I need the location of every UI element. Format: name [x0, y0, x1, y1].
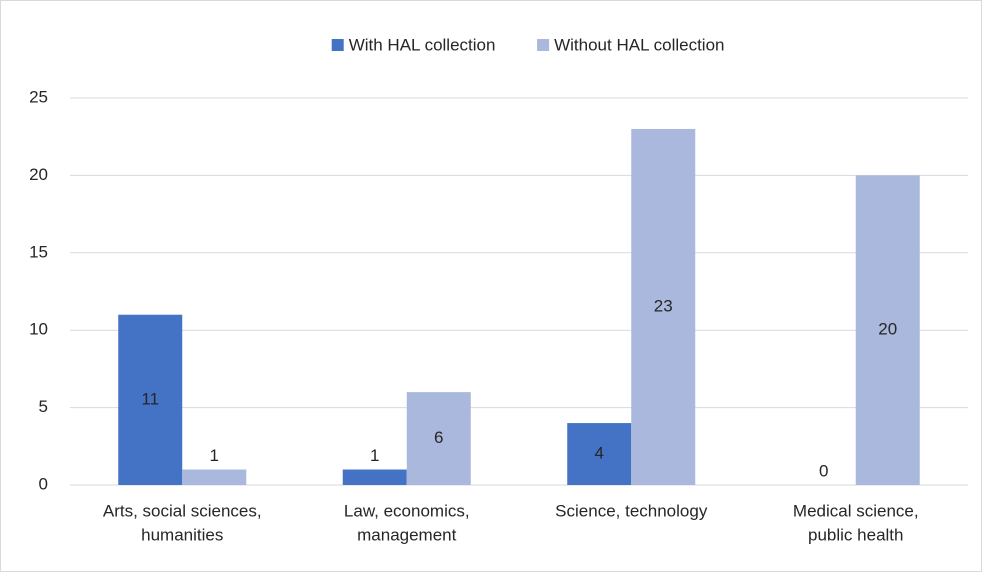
- x-tick-label: management: [357, 525, 457, 544]
- data-label: 0: [819, 461, 828, 480]
- data-label: 23: [654, 296, 673, 315]
- y-tick-label: 0: [39, 474, 48, 493]
- data-label: 1: [370, 446, 379, 465]
- x-tick-label: Law, economics,: [344, 501, 470, 520]
- x-tick-label: Arts, social sciences,: [103, 501, 262, 520]
- legend-swatch: [331, 39, 344, 51]
- x-tick-label: public health: [808, 525, 903, 544]
- y-tick-label: 20: [29, 165, 48, 184]
- data-label: 1: [210, 446, 219, 465]
- data-label: 6: [434, 428, 443, 447]
- bar: [631, 128, 696, 485]
- data-label: 4: [595, 444, 604, 463]
- legend-label: Without HAL collection: [554, 35, 724, 54]
- legend-label: With HAL collection: [349, 35, 496, 54]
- bar: [855, 175, 920, 485]
- bar: [182, 469, 247, 485]
- bar: [118, 314, 183, 485]
- y-tick-label: 15: [29, 242, 48, 261]
- data-label: 11: [141, 389, 159, 408]
- data-label: 20: [878, 320, 897, 339]
- x-tick-label: Science, technology: [555, 501, 708, 520]
- bar: [342, 469, 407, 485]
- bar: [567, 423, 632, 485]
- bar: [406, 392, 471, 485]
- y-tick-label: 5: [39, 397, 48, 416]
- x-tick-label: humanities: [141, 525, 223, 544]
- legend-swatch: [537, 39, 550, 51]
- y-tick-label: 10: [29, 320, 48, 339]
- y-tick-label: 25: [29, 87, 48, 106]
- x-tick-label: Medical science,: [793, 501, 919, 520]
